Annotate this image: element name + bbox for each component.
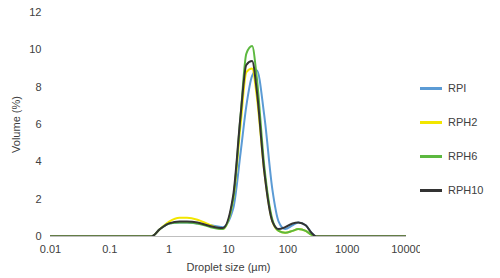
svg-text:6: 6: [35, 118, 41, 130]
svg-text:100: 100: [279, 243, 297, 255]
svg-text:Droplet size (µm): Droplet size (µm): [187, 261, 271, 273]
html-text:RPI: RPI: [448, 82, 467, 94]
svg-text:10000: 10000: [391, 243, 420, 255]
svg-text:8: 8: [35, 81, 41, 93]
svg-text:1000: 1000: [335, 243, 359, 255]
svg-text:10: 10: [29, 43, 41, 55]
svg-text:12: 12: [29, 6, 41, 18]
html-text:RPH10: RPH10: [448, 184, 484, 196]
svg-text:0: 0: [35, 230, 41, 242]
svg-text:2: 2: [35, 193, 41, 205]
html-text:RPH6: RPH6: [448, 150, 478, 162]
svg-text:0.01: 0.01: [40, 243, 61, 255]
svg-text:0.1: 0.1: [102, 243, 117, 255]
svg-text:1: 1: [166, 243, 172, 255]
svg-text:10: 10: [222, 243, 234, 255]
svg-text:4: 4: [35, 155, 41, 167]
svg-text:Volume (%): Volume (%): [10, 96, 22, 153]
html-text:RPH2: RPH2: [448, 116, 478, 128]
